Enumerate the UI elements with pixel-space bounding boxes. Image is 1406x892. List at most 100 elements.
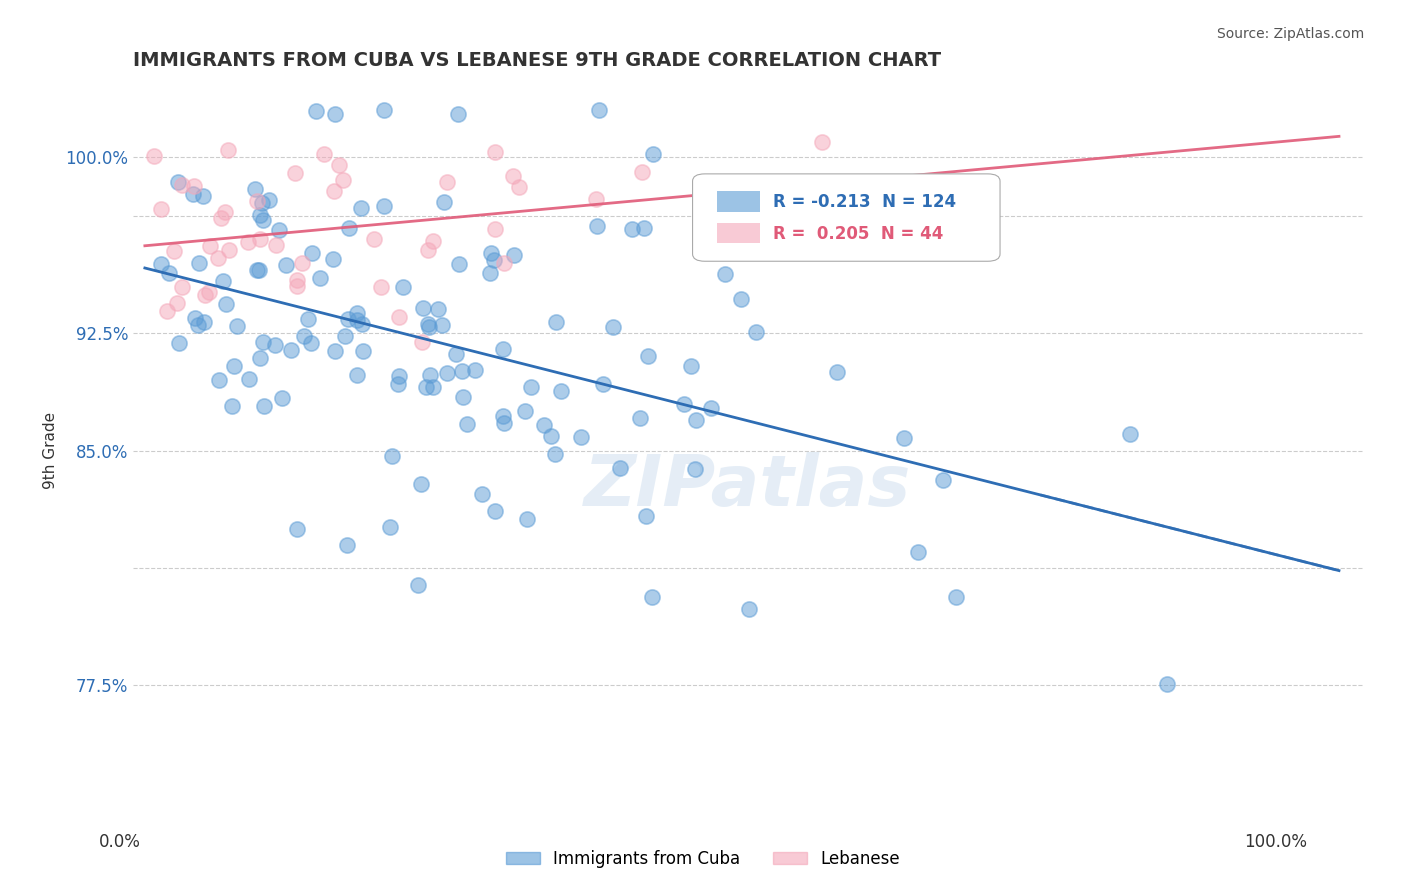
Immigrants from Cuba — [188, 256, 211, 270]
Immigrants from Cuba — [337, 311, 360, 326]
Immigrants from Cuba — [519, 379, 541, 393]
Immigrants from Cuba — [683, 462, 706, 476]
Immigrants from Cuba — [335, 329, 357, 343]
Immigrants from Cuba — [336, 538, 359, 552]
Immigrants from Cuba — [433, 195, 456, 210]
Immigrants from Cuba — [211, 274, 233, 288]
Immigrants from Cuba — [464, 362, 486, 376]
Immigrants from Cuba — [544, 447, 567, 461]
Immigrants from Cuba — [299, 336, 322, 351]
Lebanese — [332, 172, 354, 186]
Text: 0.0%: 0.0% — [98, 833, 141, 851]
Immigrants from Cuba — [471, 486, 494, 500]
Immigrants from Cuba — [247, 263, 270, 277]
Immigrants from Cuba — [412, 301, 434, 315]
Text: ZIPatlas: ZIPatlas — [585, 452, 911, 522]
Immigrants from Cuba — [418, 320, 440, 334]
Lebanese — [285, 273, 308, 287]
Lebanese — [142, 149, 165, 163]
Immigrants from Cuba — [352, 317, 374, 331]
Immigrants from Cuba — [249, 351, 271, 365]
Lebanese — [218, 243, 240, 257]
Immigrants from Cuba — [503, 247, 526, 261]
Immigrants from Cuba — [633, 221, 655, 235]
Lebanese — [156, 303, 179, 318]
Immigrants from Cuba — [436, 366, 458, 380]
Immigrants from Cuba — [451, 390, 474, 404]
Lebanese — [484, 145, 506, 159]
Lebanese — [209, 211, 232, 225]
Y-axis label: 9th Grade: 9th Grade — [44, 412, 58, 489]
Immigrants from Cuba — [157, 266, 180, 280]
Immigrants from Cuba — [187, 318, 209, 332]
Immigrants from Cuba — [533, 417, 555, 432]
Immigrants from Cuba — [373, 199, 395, 213]
Immigrants from Cuba — [350, 201, 373, 215]
Immigrants from Cuba — [226, 319, 249, 334]
Immigrants from Cuba — [346, 368, 368, 383]
Lebanese — [238, 235, 260, 250]
Immigrants from Cuba — [685, 413, 707, 427]
Immigrants from Cuba — [699, 401, 721, 415]
Text: Source: ZipAtlas.com: Source: ZipAtlas.com — [1216, 27, 1364, 41]
Immigrants from Cuba — [249, 208, 271, 222]
Immigrants from Cuba — [292, 329, 315, 343]
Immigrants from Cuba — [221, 399, 243, 413]
Immigrants from Cuba — [484, 503, 506, 517]
Immigrants from Cuba — [586, 219, 609, 234]
Lebanese — [166, 295, 188, 310]
Immigrants from Cuba — [907, 545, 929, 559]
Immigrants from Cuba — [352, 343, 374, 358]
Immigrants from Cuba — [285, 522, 308, 536]
Immigrants from Cuba — [492, 342, 515, 356]
Immigrants from Cuba — [444, 346, 467, 360]
Immigrants from Cuba — [550, 384, 572, 398]
Immigrants from Cuba — [492, 409, 515, 424]
Immigrants from Cuba — [380, 519, 402, 533]
Immigrants from Cuba — [267, 223, 290, 237]
Immigrants from Cuba — [415, 380, 437, 394]
Immigrants from Cuba — [416, 317, 439, 331]
Lebanese — [323, 184, 346, 198]
Lebanese — [388, 310, 411, 324]
Immigrants from Cuba — [679, 359, 702, 374]
FancyBboxPatch shape — [717, 223, 761, 243]
Lebanese — [207, 251, 229, 265]
Immigrants from Cuba — [737, 602, 759, 616]
Immigrants from Cuba — [628, 410, 651, 425]
Immigrants from Cuba — [322, 252, 344, 266]
Lebanese — [284, 166, 307, 180]
Lebanese — [585, 192, 607, 206]
Immigrants from Cuba — [641, 590, 664, 604]
Immigrants from Cuba — [391, 280, 413, 294]
Immigrants from Cuba — [280, 343, 302, 357]
Lebanese — [170, 280, 193, 294]
Immigrants from Cuba — [305, 104, 328, 119]
Lebanese — [508, 179, 530, 194]
Immigrants from Cuba — [544, 315, 567, 329]
Immigrants from Cuba — [516, 512, 538, 526]
Text: R =  0.205  N = 44: R = 0.205 N = 44 — [772, 225, 943, 243]
Lebanese — [150, 202, 173, 217]
Immigrants from Cuba — [588, 103, 610, 117]
Immigrants from Cuba — [323, 343, 346, 358]
Immigrants from Cuba — [193, 189, 215, 203]
Immigrants from Cuba — [346, 312, 368, 326]
Immigrants from Cuba — [449, 257, 471, 271]
Immigrants from Cuba — [166, 175, 188, 189]
Immigrants from Cuba — [184, 310, 207, 325]
Immigrants from Cuba — [492, 417, 515, 431]
Lebanese — [630, 165, 652, 179]
Immigrants from Cuba — [243, 182, 266, 196]
FancyBboxPatch shape — [717, 192, 761, 211]
Lebanese — [312, 147, 335, 161]
Immigrants from Cuba — [406, 577, 429, 591]
Immigrants from Cuba — [373, 103, 395, 117]
Immigrants from Cuba — [513, 404, 536, 418]
Immigrants from Cuba — [222, 359, 245, 373]
FancyBboxPatch shape — [693, 174, 1000, 261]
Immigrants from Cuba — [714, 267, 737, 281]
Lebanese — [811, 136, 834, 150]
Immigrants from Cuba — [540, 429, 562, 443]
Immigrants from Cuba — [432, 318, 454, 333]
